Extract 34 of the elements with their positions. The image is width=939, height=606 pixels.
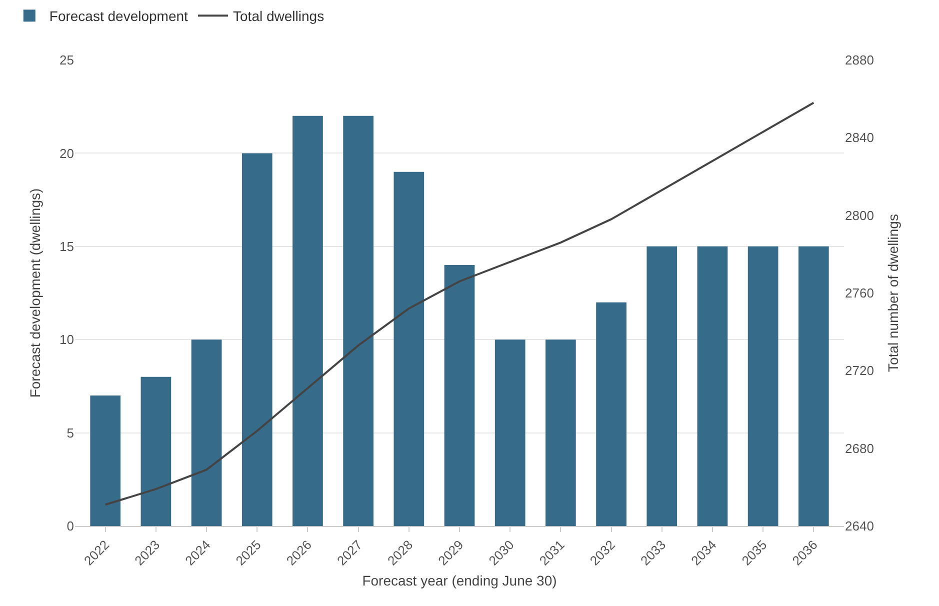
y2-tick-label: 2840	[845, 130, 874, 146]
bar	[596, 302, 626, 526]
y2-axis-title: Total number of dwellings	[885, 214, 902, 372]
bar	[242, 153, 272, 526]
legend-label: Forecast development	[49, 8, 188, 24]
y-tick-label: 15	[60, 238, 74, 254]
bar	[292, 116, 323, 526]
bar	[697, 246, 728, 526]
bar	[444, 265, 475, 526]
bar	[140, 376, 172, 526]
line-series	[104, 102, 815, 506]
bar	[748, 246, 778, 526]
y-tick-label: 20	[60, 146, 74, 161]
bar	[546, 340, 576, 526]
legend-label: Total dwellings	[233, 8, 324, 24]
y-axis-title: Forecast development (dwellings)	[27, 188, 44, 398]
y2-tick-label: 2680	[845, 440, 874, 456]
bar	[798, 246, 829, 526]
y2-tick-label: 2640	[845, 518, 874, 534]
y2-tick-label: 2720	[845, 363, 874, 378]
y-tick-label: 0	[66, 518, 74, 534]
bar	[90, 396, 121, 526]
y-tick-label: 25	[60, 52, 74, 68]
y2-tick-label: 2880	[845, 52, 874, 68]
y-tick-label: 10	[60, 332, 74, 348]
bar	[646, 246, 678, 526]
y-tick-label: 5	[66, 425, 74, 440]
y2-tick-label: 2800	[845, 208, 874, 223]
x-axis-title: Forecast year (ending June 30)	[362, 572, 557, 589]
y2-tick-label: 2760	[845, 286, 874, 301]
bar	[191, 340, 222, 526]
bar	[494, 340, 526, 526]
bar	[394, 172, 424, 526]
bar	[343, 116, 374, 526]
